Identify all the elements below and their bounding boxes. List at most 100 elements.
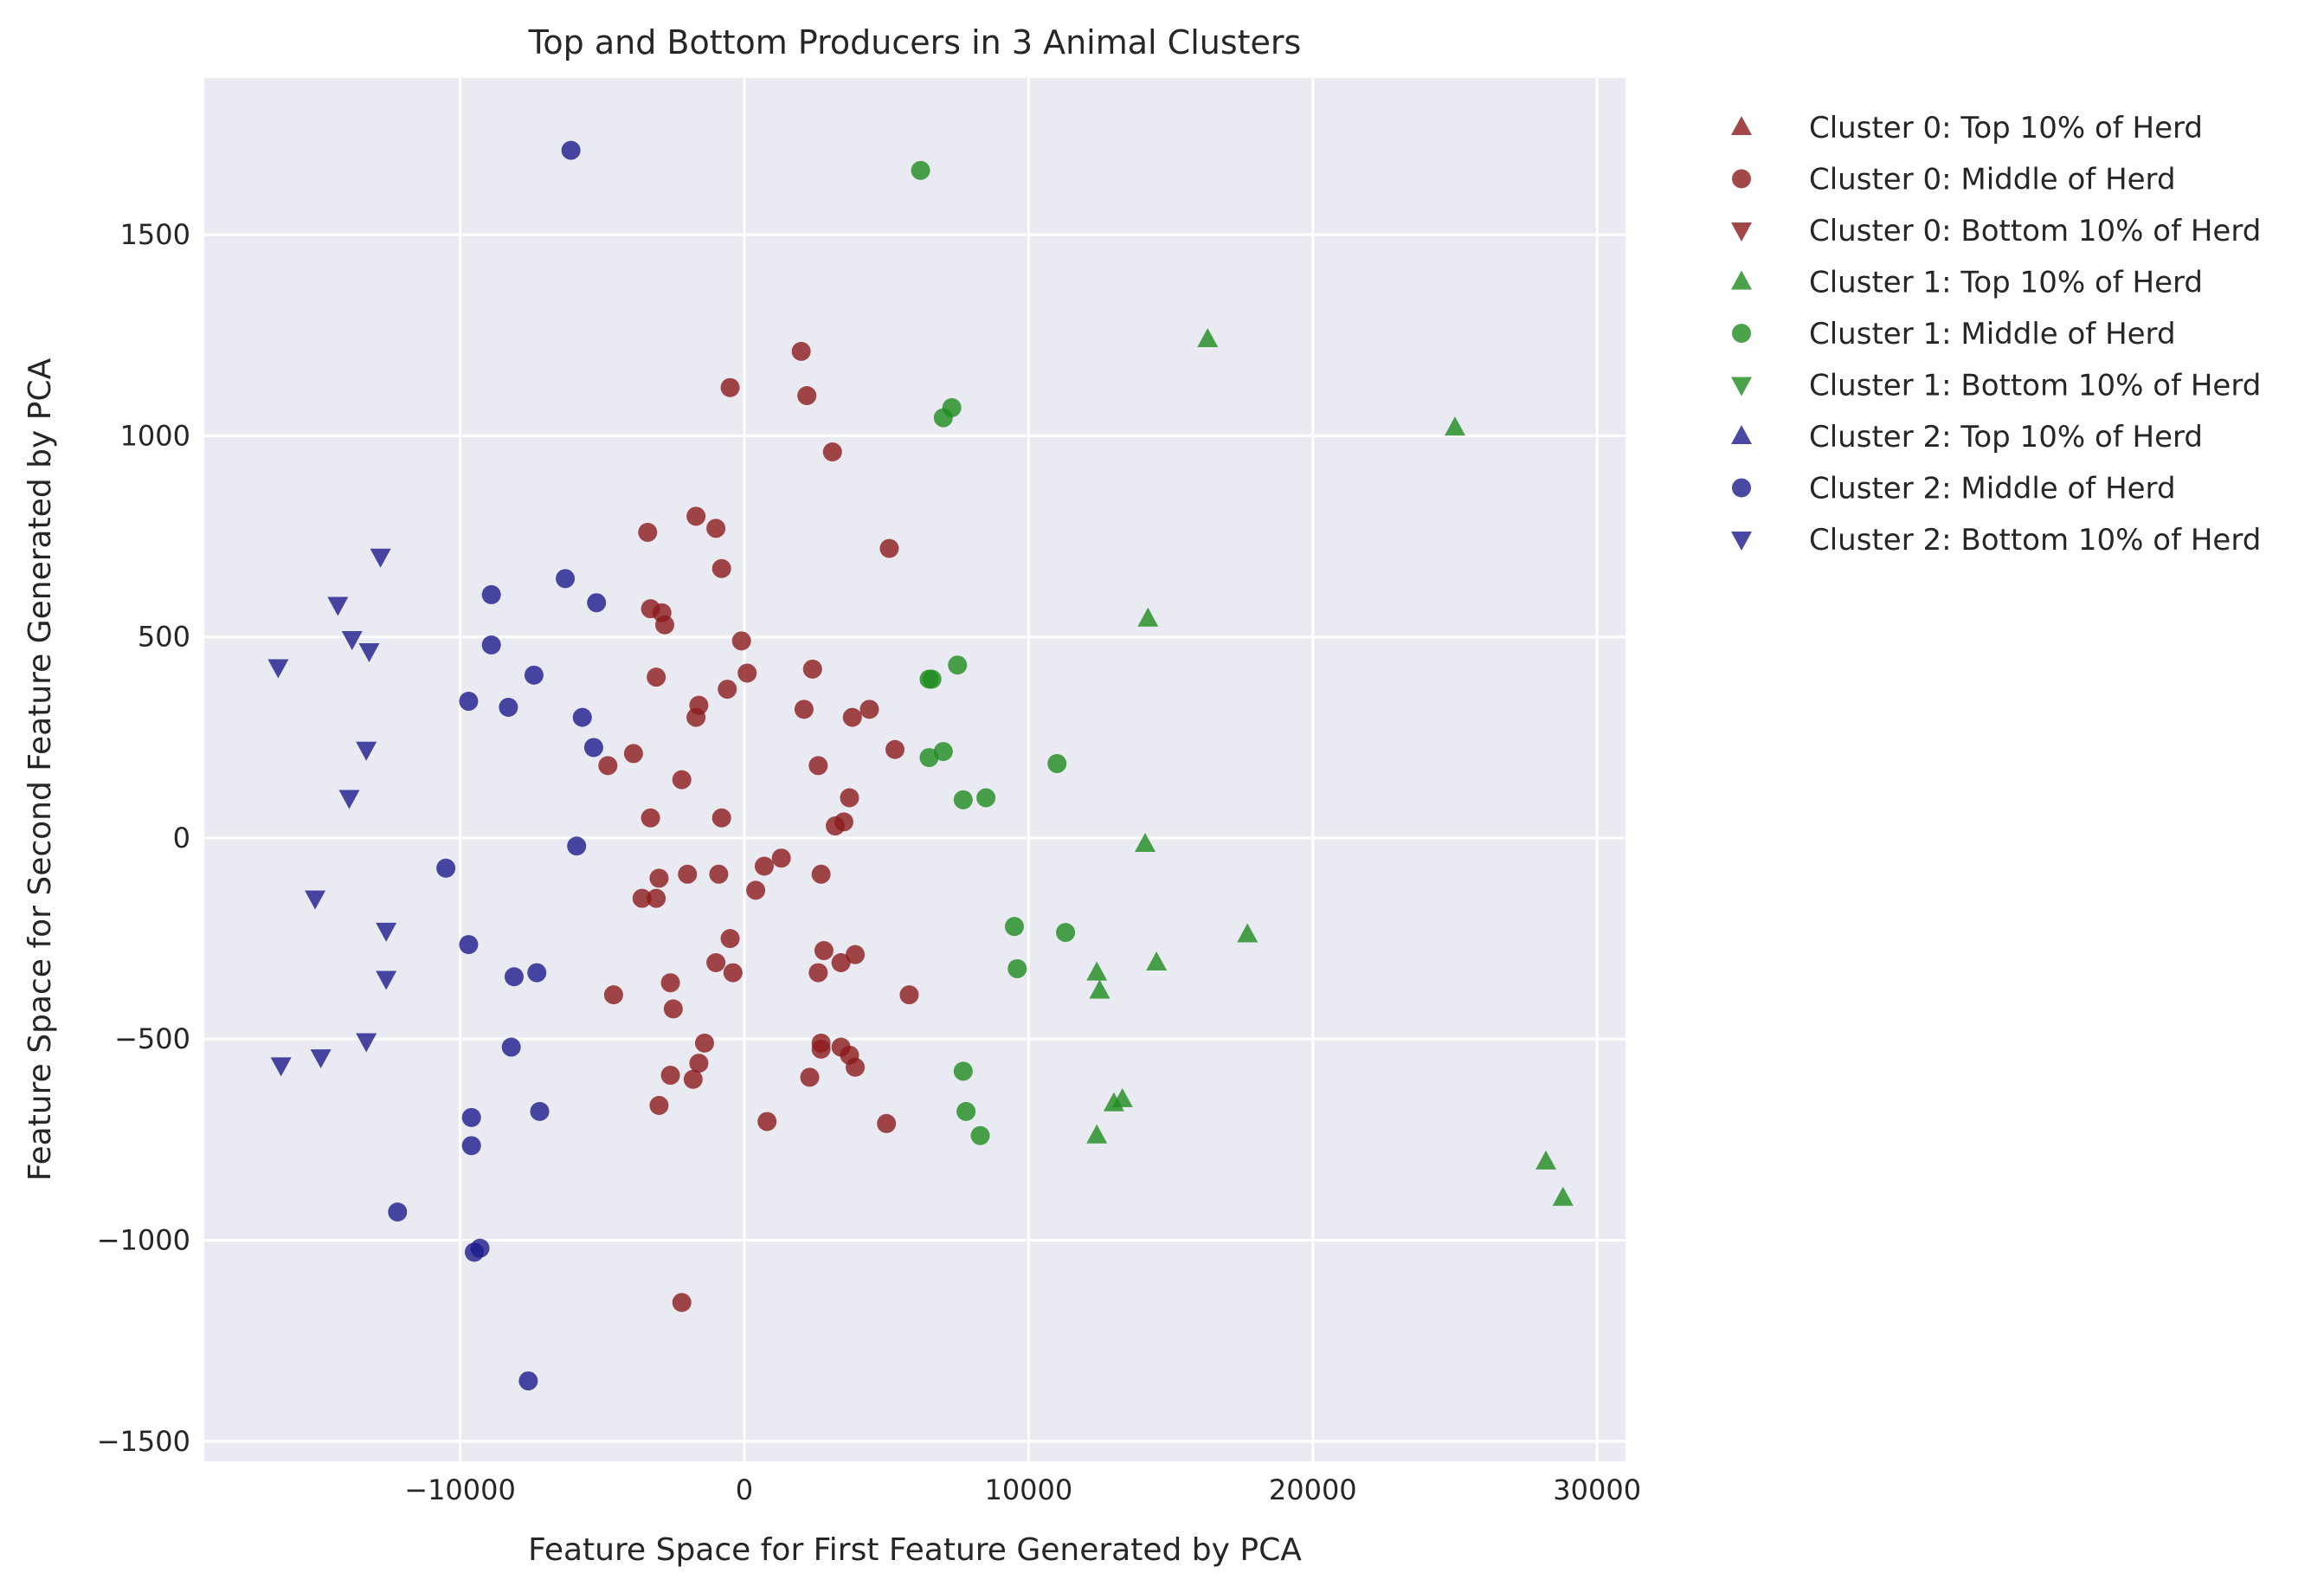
data-point (794, 700, 814, 719)
data-point (831, 952, 851, 972)
data-point (846, 945, 866, 964)
data-point (663, 999, 683, 1019)
y-tick-label: 0 (173, 822, 190, 854)
data-point (530, 1101, 550, 1121)
x-tick-label: 10000 (984, 1473, 1072, 1506)
data-point (647, 888, 666, 908)
data-point (649, 1095, 669, 1115)
data-point (811, 864, 831, 884)
data-point (501, 1037, 521, 1057)
data-point (1007, 958, 1027, 978)
data-point (641, 808, 660, 828)
legend-label: Cluster 2: Bottom 10% of Herd (1809, 523, 2261, 558)
data-point (603, 985, 623, 1005)
y-tick-label: 1000 (120, 419, 190, 452)
data-point (822, 442, 842, 462)
data-point (970, 1125, 990, 1145)
data-point (720, 377, 740, 397)
y-tick-label: −500 (114, 1022, 190, 1055)
data-point (459, 692, 479, 712)
data-point (771, 848, 791, 868)
y-axis-label: Feature Space for Second Feature Generat… (23, 358, 58, 1181)
y-tick-label: −1000 (97, 1224, 190, 1257)
data-point (632, 888, 652, 908)
top-producer-point (1535, 1150, 1557, 1170)
legend-marker (1732, 478, 1751, 498)
legend-marker (1731, 425, 1752, 444)
data-point (583, 738, 603, 758)
data-point (956, 1101, 976, 1121)
data-point (953, 1061, 973, 1081)
data-point (879, 538, 899, 558)
data-point (388, 1202, 408, 1222)
data-point (638, 522, 658, 542)
top-producer-point (1086, 961, 1108, 981)
data-point (953, 790, 973, 809)
data-point (709, 864, 729, 884)
top-producer-point (1444, 416, 1465, 436)
chart-title: Top and Bottom Producers in 3 Animal Clu… (528, 23, 1302, 61)
data-point (499, 697, 518, 717)
data-point (587, 593, 607, 613)
data-point (647, 667, 666, 687)
data-point (1004, 917, 1024, 937)
data-point (694, 1033, 714, 1053)
data-point (461, 1136, 481, 1156)
data-point (1047, 754, 1067, 774)
data-point (922, 669, 942, 689)
top-producer-point (1146, 951, 1168, 970)
y-tick-label: 500 (138, 621, 190, 654)
data-point (649, 868, 669, 888)
top-producer-point (1197, 327, 1219, 347)
data-point (842, 707, 862, 727)
data-points (267, 140, 1574, 1391)
legend-label: Cluster 1: Middle of Herd (1809, 317, 2176, 351)
data-point (481, 635, 501, 654)
bottom-producer-point (356, 741, 377, 761)
data-point (464, 1242, 484, 1262)
grid-lines (204, 78, 1626, 1461)
legend-marker (1731, 377, 1752, 396)
data-point (731, 631, 751, 651)
data-point (598, 756, 618, 776)
x-tick-label: 30000 (1553, 1473, 1641, 1506)
data-point (678, 864, 698, 884)
data-point (877, 1113, 897, 1133)
data-point (556, 569, 576, 589)
legend-marker (1731, 270, 1752, 290)
data-point (481, 584, 501, 604)
data-point (436, 858, 456, 878)
data-point (660, 973, 680, 993)
top-producer-point (1135, 832, 1156, 852)
data-point (737, 663, 757, 683)
legend-label: Cluster 1: Bottom 10% of Herd (1809, 369, 2261, 403)
bottom-producer-point (376, 970, 397, 990)
data-point (911, 160, 930, 180)
data-point (811, 1039, 831, 1059)
data-point (689, 1054, 709, 1073)
data-point (718, 680, 737, 700)
bottom-producer-point (370, 548, 391, 568)
bottom-producer-point (376, 922, 397, 942)
top-producer-point (1137, 607, 1159, 627)
data-point (814, 941, 834, 961)
data-point (711, 558, 731, 578)
legend-label: Cluster 0: Top 10% of Herd (1809, 111, 2203, 145)
data-point (933, 408, 953, 428)
bottom-producer-point (270, 1057, 292, 1077)
data-point (720, 929, 740, 949)
data-point (459, 935, 479, 955)
data-point (808, 756, 828, 776)
legend-label: Cluster 0: Bottom 10% of Herd (1809, 214, 2261, 248)
data-point (757, 1112, 777, 1131)
y-tick-label: −1500 (97, 1425, 190, 1458)
legend-label: Cluster 2: Top 10% of Herd (1809, 420, 2203, 455)
legend-label: Cluster 1: Top 10% of Herd (1809, 266, 2203, 300)
data-point (660, 1066, 680, 1086)
data-point (859, 700, 879, 719)
x-tick-labels: −10000 0 10000 20000 30000 (404, 1473, 1641, 1506)
data-point (797, 385, 817, 405)
y-tick-label: 1500 (120, 218, 190, 251)
legend-label: Cluster 0: Middle of Herd (1809, 163, 2176, 197)
